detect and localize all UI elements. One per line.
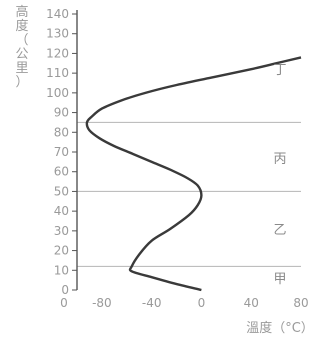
layer-label: 乙	[273, 223, 286, 238]
x-tick-label: -80	[92, 296, 112, 310]
x-origin-label: 0	[60, 296, 68, 310]
y-axis-label-char: ）	[15, 75, 28, 90]
y-axis-label-char: 高	[15, 4, 28, 20]
y-tick-label: 30	[54, 224, 69, 238]
layer-label: 丁	[273, 63, 286, 78]
y-tick-label: 90	[54, 106, 69, 120]
axes-group: 0 10 20 30 40 50 60 70 80 90 100 110 120 130 140 -80 -40…	[46, 7, 309, 310]
x-tick-label: 0	[198, 296, 206, 310]
x-axis-label: 溫度（°C）	[246, 320, 314, 336]
layer-label: 丙	[273, 152, 286, 167]
y-tick-label: 130	[46, 27, 69, 41]
y-tick-label: 60	[54, 165, 69, 179]
y-axis-label-char: 度	[15, 18, 28, 34]
y-tick-label: 110	[46, 66, 69, 80]
y-tick-label: 40	[54, 204, 69, 218]
y-tick-label: 80	[54, 125, 69, 139]
temperature-curve	[85, 56, 302, 292]
y-axis-label-char: 里	[15, 61, 28, 76]
grid-group	[77, 121, 301, 267]
x-tick-label: 40	[244, 296, 259, 310]
layer-label: 甲	[273, 272, 286, 287]
y-tick-label: 20	[54, 244, 69, 258]
y-tick-label: 140	[46, 7, 69, 21]
curve-group	[85, 56, 302, 292]
y-axis-label-char: （	[15, 33, 28, 48]
y-tick-label: 70	[54, 145, 69, 159]
x-tick-label: 80	[293, 296, 308, 310]
y-tick-label: 120	[46, 46, 69, 60]
y-tick-label: 100	[46, 86, 69, 100]
y-tick-label: 0	[61, 283, 69, 297]
y-axis-label-char: 公	[15, 47, 28, 62]
y-tick-label: 50	[54, 184, 69, 198]
y-tick-label: 10	[54, 263, 69, 277]
x-tick-label: -40	[142, 296, 162, 310]
